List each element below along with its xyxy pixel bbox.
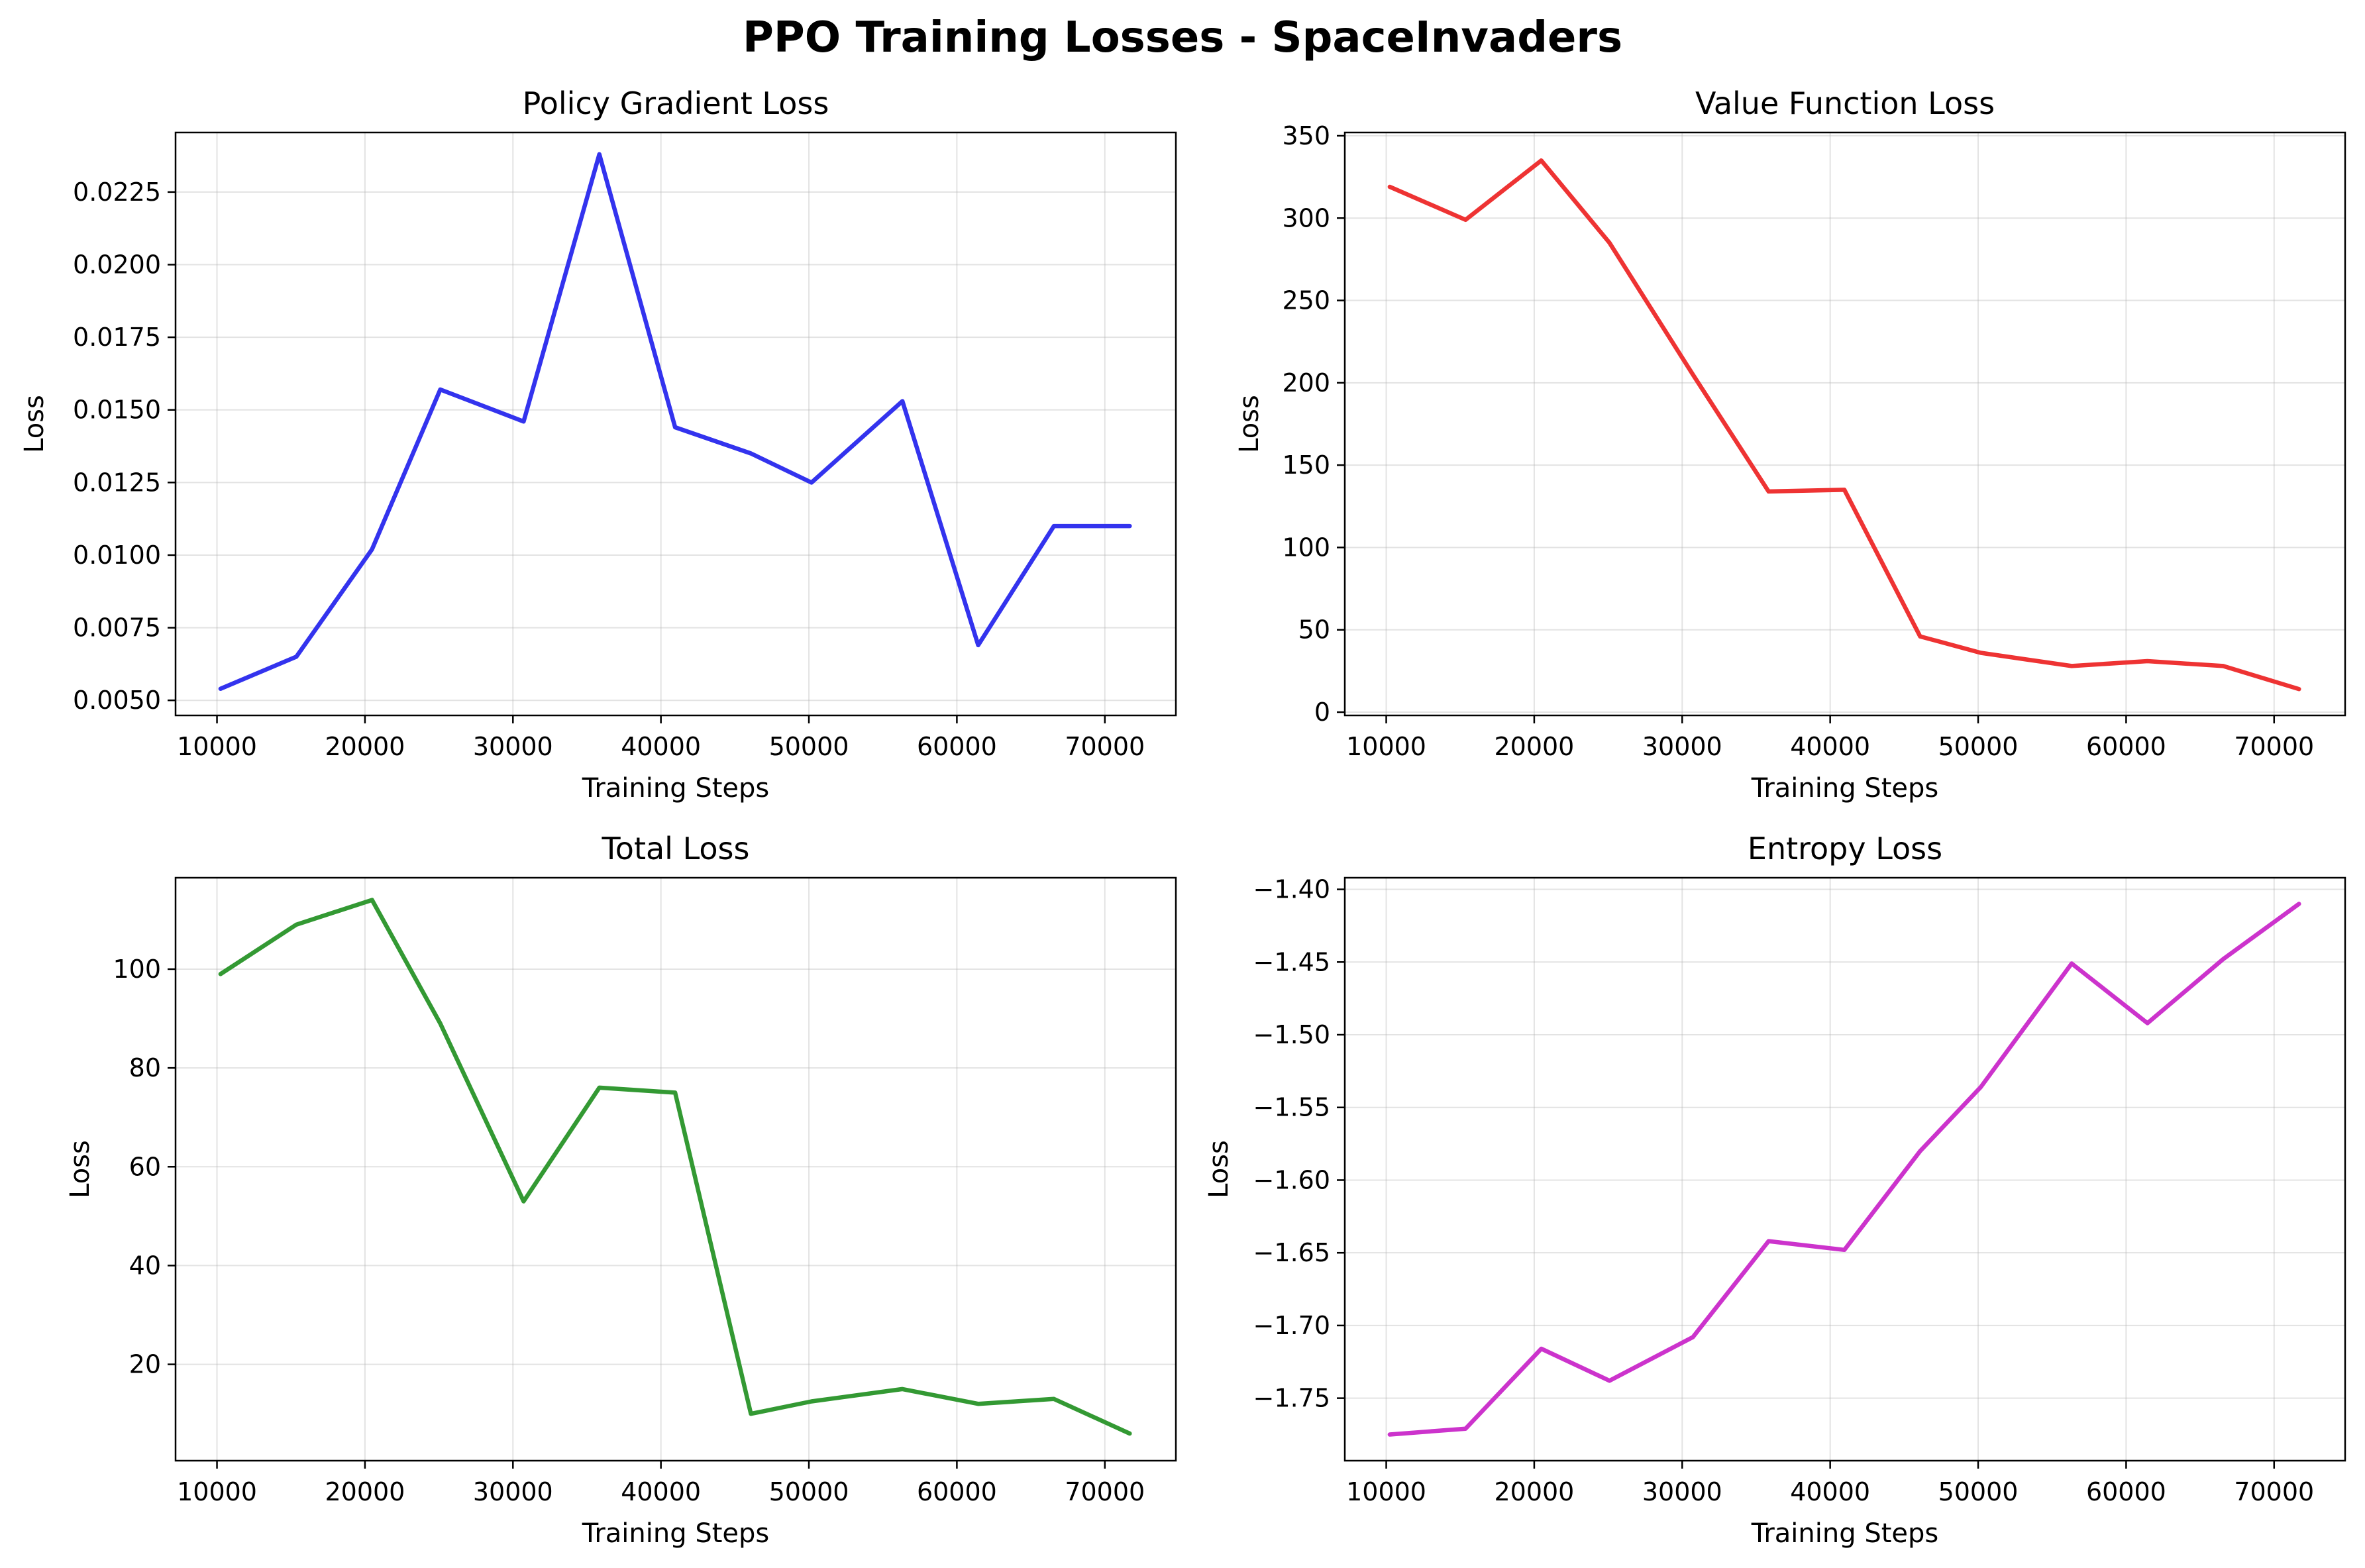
- policy-gradient-y-axis-label: Loss: [19, 395, 50, 453]
- entropy-panel: 10000 20000 30000 40000 50000 60000 70000 −1.75…: [1204, 831, 2346, 1549]
- entropy-y-tick-label: −1.65: [1253, 1238, 1330, 1267]
- entropy-y-tick-label: −1.40: [1253, 875, 1330, 904]
- value-function-y-tick-label: 50: [1298, 615, 1330, 645]
- total-y-axis-label: Loss: [65, 1140, 95, 1198]
- value-function-x-tick-label: 40000: [1790, 732, 1870, 761]
- policy-gradient-panel: 10000 20000 30000 40000 50000 60000 70000 0.005…: [19, 85, 1177, 804]
- entropy-y-tick-label: −1.60: [1253, 1165, 1330, 1194]
- policy-gradient-y-tick-label: 0.0200: [73, 250, 161, 280]
- entropy-x-tick-label: 50000: [1938, 1477, 2019, 1506]
- value-function-x-tick-label: 70000: [2234, 732, 2314, 761]
- total-x-tick-label: 70000: [1065, 1477, 1145, 1506]
- value-function-y-tick-label: 100: [1282, 533, 1330, 562]
- value-function-x-tick-label: 20000: [1494, 732, 1574, 761]
- entropy-y-tick-label: −1.75: [1253, 1384, 1330, 1413]
- value-function-x-axis-label: Training Steps: [1751, 773, 1938, 804]
- entropy-x-tick-label: 20000: [1494, 1477, 1574, 1506]
- entropy-x-tick-label: 10000: [1346, 1477, 1426, 1506]
- entropy-axes-frame: [1343, 876, 2346, 1462]
- total-y-tick-label: 60: [129, 1152, 161, 1181]
- value-function-x-tick-label: 30000: [1642, 732, 1722, 761]
- figure-suptitle: PPO Training Losses - SpaceInvaders: [743, 13, 1622, 62]
- policy-gradient-y-tick-label: 0.0075: [73, 613, 161, 643]
- value-function-y-tick-label: 300: [1282, 203, 1330, 233]
- total-panel: 10000 20000 30000 40000 50000 60000 70000 20 40 6…: [65, 831, 1177, 1549]
- policy-gradient-x-tick-label: 70000: [1065, 732, 1145, 761]
- value-function-x-tick-label: 50000: [1938, 732, 2019, 761]
- value-function-y-tick-label: 250: [1282, 286, 1330, 315]
- policy-gradient-x-tick-label: 30000: [473, 732, 553, 761]
- total-y-tick-label: 40: [129, 1251, 161, 1280]
- total-x-axis-label: Training Steps: [582, 1518, 769, 1549]
- entropy-title: Entropy Loss: [1748, 831, 1942, 866]
- total-x-tick-label: 60000: [917, 1477, 997, 1506]
- value-function-x-tick-label: 10000: [1346, 732, 1426, 761]
- policy-gradient-axes-frame: [174, 131, 1177, 717]
- total-y-tick-label: 80: [129, 1053, 161, 1082]
- entropy-x-tick-label: 70000: [2234, 1477, 2314, 1506]
- policy-gradient-y-tick-label: 0.0050: [73, 686, 161, 715]
- value-function-y-axis-label: Loss: [1234, 395, 1265, 453]
- entropy-x-tick-label: 30000: [1642, 1477, 1722, 1506]
- total-x-tick-label: 30000: [473, 1477, 553, 1506]
- entropy-x-tick-label: 60000: [2086, 1477, 2166, 1506]
- total-y-tick-label: 100: [113, 955, 161, 984]
- value-function-axes-frame: [1343, 131, 2346, 717]
- policy-gradient-x-tick-label: 10000: [177, 732, 257, 761]
- entropy-y-tick-label: −1.55: [1253, 1093, 1330, 1122]
- total-y-tick-label: 20: [129, 1350, 161, 1379]
- policy-gradient-y-tick-label: 0.0175: [73, 323, 161, 352]
- value-function-panel: 10000 20000 30000 40000 50000 60000 70000 0 50 10…: [1234, 85, 2346, 804]
- policy-gradient-x-tick-label: 60000: [917, 732, 997, 761]
- entropy-y-axis-label: Loss: [1204, 1140, 1234, 1198]
- total-x-tick-label: 50000: [769, 1477, 849, 1506]
- policy-gradient-series-line: [218, 152, 1132, 691]
- value-function-title: Value Function Loss: [1695, 85, 1995, 121]
- total-x-tick-label: 40000: [621, 1477, 701, 1506]
- policy-gradient-x-axis-label: Training Steps: [582, 773, 769, 804]
- entropy-x-axis-label: Training Steps: [1751, 1518, 1938, 1549]
- total-x-tick-label: 10000: [177, 1477, 257, 1506]
- policy-gradient-title: Policy Gradient Loss: [523, 85, 829, 121]
- policy-gradient-x-tick-label: 40000: [621, 732, 701, 761]
- value-function-y-tick-label: 200: [1282, 368, 1330, 397]
- total-title: Total Loss: [602, 831, 750, 866]
- policy-gradient-y-tick-label: 0.0150: [73, 395, 161, 425]
- policy-gradient-x-tick-label: 20000: [325, 732, 405, 761]
- entropy-y-tick-label: −1.50: [1253, 1020, 1330, 1049]
- entropy-y-tick-label: −1.70: [1253, 1311, 1330, 1340]
- total-series-line: [218, 898, 1132, 1436]
- value-function-x-tick-label: 60000: [2086, 732, 2166, 761]
- total-x-tick-label: 20000: [325, 1477, 405, 1506]
- entropy-series-line: [1387, 902, 2301, 1437]
- value-function-y-tick-label: 0: [1314, 698, 1330, 727]
- value-function-y-tick-label: 150: [1282, 450, 1330, 480]
- policy-gradient-x-tick-label: 50000: [769, 732, 849, 761]
- entropy-x-tick-label: 40000: [1790, 1477, 1870, 1506]
- policy-gradient-y-tick-label: 0.0225: [73, 178, 161, 207]
- policy-gradient-y-tick-label: 0.0125: [73, 468, 161, 497]
- value-function-y-tick-label: 350: [1282, 121, 1330, 150]
- policy-gradient-y-tick-label: 0.0100: [73, 541, 161, 570]
- value-function-series-line: [1387, 158, 2301, 692]
- entropy-y-tick-label: −1.45: [1253, 947, 1330, 976]
- total-axes-frame: [174, 876, 1177, 1462]
